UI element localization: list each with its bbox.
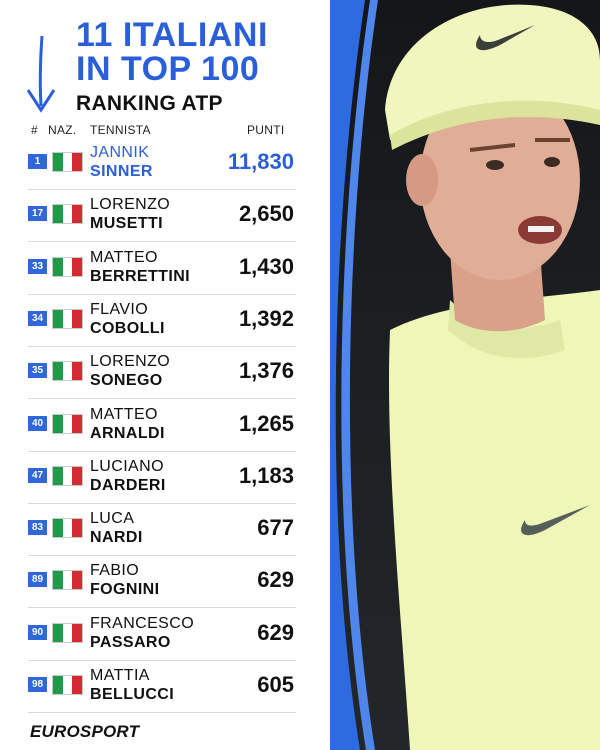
- subtitle: RANKING ATP: [76, 92, 223, 115]
- rank-badge: 98: [28, 677, 47, 692]
- player-last-name: ARNALDI: [90, 424, 165, 442]
- player-last-name: BERRETTINI: [90, 267, 190, 285]
- player-last-name: DARDERI: [90, 476, 166, 494]
- table-row: 17 LORENZO MUSETTI 2,650: [28, 189, 296, 243]
- italy-flag-icon: [52, 204, 83, 225]
- italy-flag-icon: [52, 413, 83, 434]
- player-first-name: MATTIA: [90, 667, 150, 684]
- player-last-name: BELLUCCI: [90, 686, 175, 703]
- table-row: 90 FRANCESCO PASSARO 629: [28, 608, 296, 661]
- player-points: 1,430: [238, 253, 294, 279]
- player-last-name: SONEGO: [90, 372, 163, 390]
- player-first-name: MATTEO: [90, 405, 158, 423]
- player-points: 677: [257, 515, 294, 541]
- italy-flag-icon: [52, 256, 83, 277]
- rank-badge: 83: [28, 520, 47, 536]
- italy-flag-icon: [52, 308, 83, 329]
- table-row: 83 LUCA NARDI 677: [28, 503, 296, 557]
- player-points: 1,265: [238, 410, 294, 436]
- table-row: 35 LORENZO SONEGO 1,376: [28, 346, 296, 400]
- player-first-name: LORENZO: [90, 353, 171, 371]
- rank-badge: 47: [28, 467, 47, 483]
- player-last-name: NARDI: [90, 529, 143, 547]
- arrow-down-icon: [26, 35, 56, 113]
- italy-flag-icon: [52, 361, 83, 382]
- column-nationality: NAZ.: [48, 123, 77, 137]
- rank-badge: 34: [28, 310, 47, 326]
- player-last-name: PASSARO: [90, 633, 171, 651]
- player-points: 11,830: [227, 149, 294, 174]
- player-first-name: MATTEO: [90, 248, 158, 266]
- title-line-1: 11 ITALIANI: [76, 16, 268, 54]
- player-first-name: JANNIK: [90, 144, 150, 161]
- eurosport-logo: EUROSPORT: [30, 722, 140, 741]
- player-points: 629: [257, 619, 294, 645]
- rank-badge: 1: [28, 154, 47, 169]
- player-last-name: MUSETTI: [90, 215, 164, 233]
- italy-flag-icon: [52, 675, 83, 695]
- table-row: 89 FABIO FOGNINI 629: [28, 555, 296, 609]
- player-points: 2,650: [238, 201, 294, 227]
- italy-flag-icon: [52, 518, 83, 539]
- rank-badge: 89: [28, 572, 47, 588]
- rank-badge: 35: [28, 363, 47, 379]
- title-line-2: IN TOP 100: [76, 50, 260, 88]
- player-last-name: COBOLLI: [90, 319, 165, 337]
- italy-flag-icon: [52, 622, 83, 643]
- column-player: TENNISTA: [90, 123, 151, 137]
- column-points: PUNTI: [247, 123, 285, 137]
- player-photo: [330, 0, 600, 750]
- player-points: 1,376: [238, 358, 294, 384]
- rank-badge: 17: [28, 206, 47, 222]
- italy-flag-icon: [52, 570, 83, 591]
- rank-badge: 90: [28, 624, 47, 640]
- player-points: 605: [257, 672, 294, 697]
- player-first-name: FLAVIO: [90, 300, 149, 318]
- table-row: 1 JANNIK SINNER 11,830: [28, 137, 296, 190]
- table-row: 47 LUCIANO DARDERI 1,183: [28, 451, 296, 504]
- page-title: 11 ITALIANI IN TOP 100: [76, 18, 268, 86]
- italy-flag-icon: [52, 465, 83, 486]
- rank-badge: 40: [28, 415, 47, 431]
- player-points: 1,183: [238, 462, 294, 488]
- player-illustration: [330, 0, 600, 750]
- player-last-name: SINNER: [90, 163, 153, 180]
- player-first-name: FABIO: [90, 562, 140, 580]
- player-first-name: LUCIANO: [90, 457, 164, 475]
- player-points: 629: [257, 567, 294, 593]
- italy-flag-icon: [52, 152, 83, 172]
- player-first-name: LORENZO: [90, 196, 171, 214]
- player-last-name: FOGNINI: [90, 581, 160, 599]
- table-row: 34 FLAVIO COBOLLI 1,392: [28, 294, 296, 347]
- rank-badge: 33: [28, 258, 47, 274]
- player-points: 1,392: [238, 305, 294, 331]
- player-first-name: LUCA: [90, 510, 135, 528]
- table-row: 98 MATTIA BELLUCCI 605: [28, 660, 296, 713]
- player-first-name: FRANCESCO: [90, 614, 195, 632]
- column-rank: #: [31, 123, 38, 137]
- table-row: 33 MATTEO BERRETTINI 1,430: [28, 242, 296, 295]
- table-row: 40 MATTEO ARNALDI 1,265: [28, 399, 296, 452]
